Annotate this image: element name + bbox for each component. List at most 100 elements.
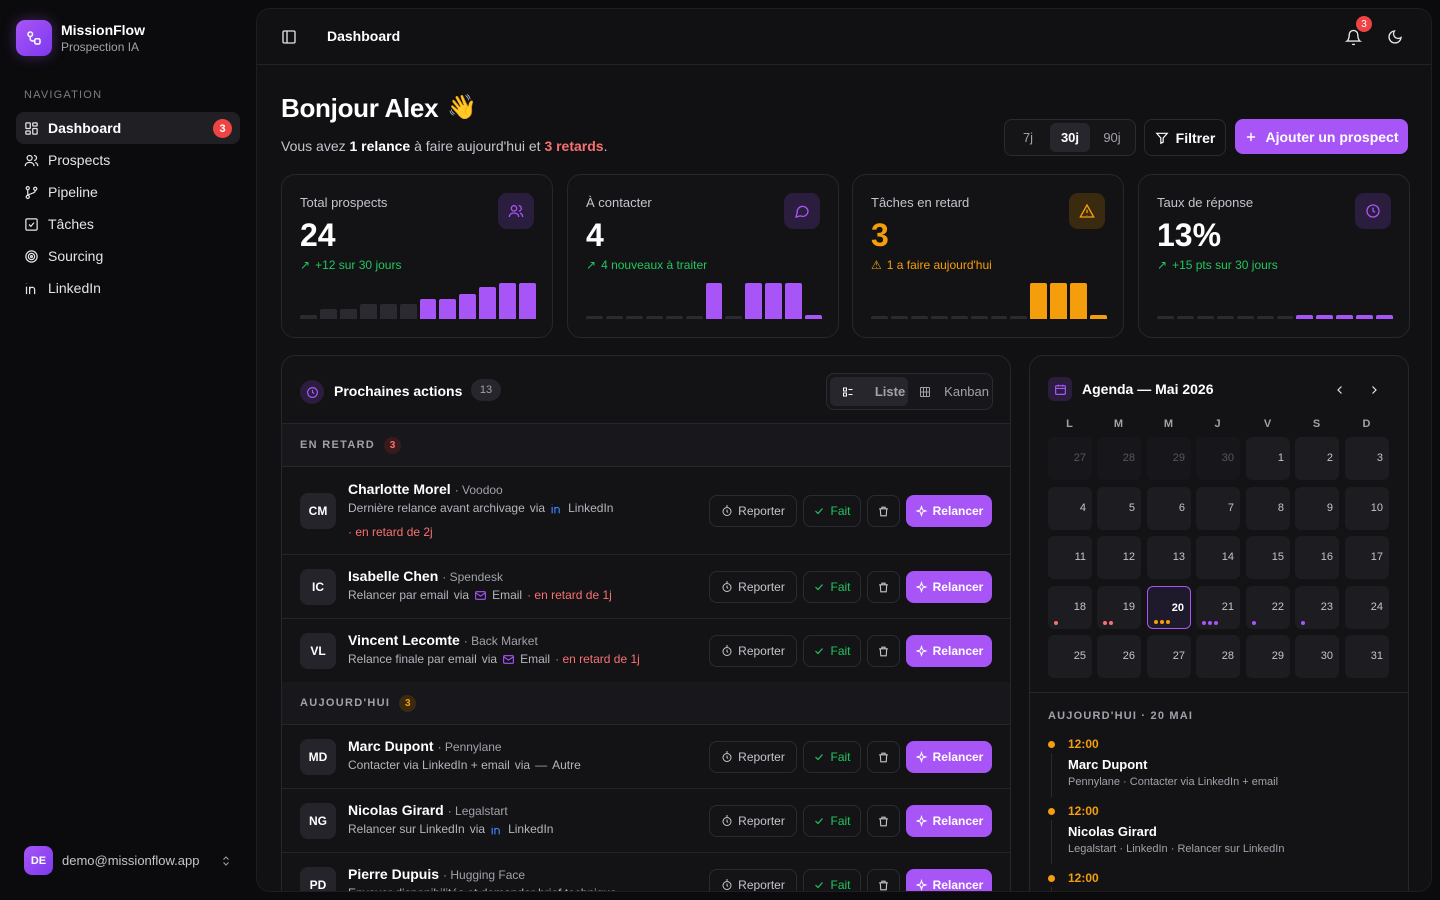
- calendar-day[interactable]: 26: [1097, 635, 1141, 678]
- trash-icon: [877, 581, 890, 594]
- sidebar-item-label: Tâches: [48, 216, 94, 232]
- calendar-day[interactable]: 16: [1295, 536, 1339, 579]
- action-row[interactable]: MD Marc Dupont · Pennylane Contacter via …: [282, 725, 1010, 789]
- calendar-day[interactable]: 7: [1196, 486, 1240, 530]
- sparkline-bar: [705, 283, 723, 319]
- prospect-name[interactable]: Isabelle Chen · Spendesk: [348, 568, 503, 584]
- calendar-day[interactable]: 6: [1147, 486, 1191, 530]
- calendar-day[interactable]: 30: [1295, 635, 1339, 678]
- range-30j[interactable]: 30j: [1050, 123, 1090, 152]
- sidebar-item-dashboard[interactable]: Dashboard 3: [16, 112, 240, 144]
- calendar-day[interactable]: 23: [1295, 585, 1339, 629]
- calendar-day[interactable]: 29: [1147, 437, 1191, 480]
- delete-button[interactable]: [867, 869, 900, 891]
- calendar-day[interactable]: 25: [1048, 635, 1092, 678]
- prospect-name[interactable]: Marc Dupont · Pennylane: [348, 738, 502, 754]
- prospect-name[interactable]: Vincent Lecomte · Back Market: [348, 632, 538, 648]
- relancer-button[interactable]: Relancer: [906, 805, 992, 837]
- filter-button[interactable]: Filtrer: [1144, 119, 1226, 156]
- add-prospect-button[interactable]: Ajouter un prospect: [1235, 119, 1408, 154]
- reporter-button[interactable]: Reporter: [709, 571, 797, 603]
- brand[interactable]: MissionFlow Prospection IA: [16, 20, 145, 56]
- sidebar-item-label: Sourcing: [48, 248, 104, 264]
- calendar-day[interactable]: 8: [1246, 486, 1290, 530]
- prospect-name[interactable]: Nicolas Girard · Legalstart: [348, 802, 508, 818]
- sidebar-item-linkedin[interactable]: LinkedIn: [16, 272, 240, 304]
- theme-toggle-button[interactable]: [1383, 25, 1407, 49]
- sidebar-item-pipeline[interactable]: Pipeline: [16, 176, 240, 208]
- action-row[interactable]: PD Pierre Dupuis· Hugging Face Envoyer d…: [282, 853, 1010, 891]
- fait-button[interactable]: Fait: [803, 571, 861, 603]
- action-row[interactable]: IC Isabelle Chen · Spendesk Relancer par …: [282, 555, 1010, 619]
- fait-button[interactable]: Fait: [803, 869, 861, 891]
- calendar-day[interactable]: 22: [1246, 585, 1290, 629]
- delete-button[interactable]: [867, 741, 900, 773]
- calendar-day[interactable]: 28: [1097, 437, 1141, 480]
- calendar-day[interactable]: 27: [1147, 635, 1191, 678]
- notifications-button[interactable]: [1341, 25, 1365, 49]
- range-7j[interactable]: 7j: [1022, 130, 1034, 145]
- action-row[interactable]: CM Charlotte Morel · Voodoo Dernière rela…: [282, 467, 1010, 555]
- reporter-button[interactable]: Reporter: [709, 869, 797, 891]
- calendar-day[interactable]: 14: [1196, 536, 1240, 579]
- reporter-button[interactable]: Reporter: [709, 495, 797, 527]
- calendar-day[interactable]: 31: [1345, 635, 1389, 678]
- calendar-day[interactable]: 5: [1097, 486, 1141, 530]
- calendar-day[interactable]: 2: [1295, 437, 1339, 480]
- range-90j[interactable]: 90j: [1103, 130, 1121, 145]
- fait-button[interactable]: Fait: [803, 495, 861, 527]
- action-row[interactable]: VL Vincent Lecomte · Back Market Relance …: [282, 619, 1010, 683]
- reporter-button[interactable]: Reporter: [709, 805, 797, 837]
- fait-button[interactable]: Fait: [803, 635, 861, 667]
- reporter-button[interactable]: Reporter: [709, 635, 797, 667]
- relancer-button[interactable]: Relancer: [906, 869, 992, 891]
- delete-button[interactable]: [867, 805, 900, 837]
- view-liste-button[interactable]: Liste: [830, 377, 908, 406]
- calendar-day[interactable]: 30: [1196, 437, 1240, 480]
- day-number: 24: [1370, 600, 1383, 613]
- fait-button[interactable]: Fait: [803, 741, 861, 773]
- section-en-retard: EN RETARD 3: [282, 424, 1010, 467]
- relancer-button[interactable]: Relancer: [906, 495, 992, 527]
- delete-button[interactable]: [867, 571, 900, 603]
- calendar-day[interactable]: 28: [1196, 635, 1240, 678]
- calendar-day[interactable]: 20: [1147, 585, 1191, 629]
- prospect-name[interactable]: Charlotte Morel · Voodoo: [348, 481, 503, 497]
- relancer-button[interactable]: Relancer: [906, 635, 992, 667]
- fait-button[interactable]: Fait: [803, 805, 861, 837]
- delete-button[interactable]: [867, 635, 900, 667]
- sidebar-item-taches[interactable]: Tâches: [16, 208, 240, 240]
- calendar-day[interactable]: 29: [1246, 635, 1290, 678]
- calendar-day[interactable]: 17: [1345, 536, 1389, 579]
- reporter-button[interactable]: Reporter: [709, 741, 797, 773]
- calendar-day[interactable]: 11: [1048, 536, 1092, 579]
- calendar-day[interactable]: 15: [1246, 536, 1290, 579]
- calendar-day[interactable]: 3: [1345, 437, 1389, 480]
- calendar-day[interactable]: 27: [1048, 437, 1092, 480]
- calendar-day[interactable]: 10: [1345, 486, 1389, 530]
- calendar-day[interactable]: 1: [1246, 437, 1290, 480]
- calendar-day[interactable]: 4: [1048, 486, 1092, 530]
- sidebar-toggle-button[interactable]: [279, 27, 299, 47]
- user-menu[interactable]: DE demo@missionflow.app: [24, 846, 232, 875]
- avatar: MD: [300, 739, 336, 775]
- action-row[interactable]: NG Nicolas Girard · Legalstart Relancer s…: [282, 789, 1010, 853]
- sidebar-item-sourcing[interactable]: Sourcing: [16, 240, 240, 272]
- delete-button[interactable]: [867, 495, 900, 527]
- calendar-day[interactable]: 9: [1295, 486, 1339, 530]
- calendar-day[interactable]: 18: [1048, 585, 1092, 629]
- next-month-button[interactable]: [1364, 380, 1384, 400]
- prev-month-button[interactable]: [1330, 380, 1350, 400]
- sidebar-item-prospects[interactable]: Prospects: [16, 144, 240, 176]
- view-kanban-button[interactable]: Kanban: [911, 377, 989, 406]
- calendar-day[interactable]: 12: [1097, 536, 1141, 579]
- relancer-button[interactable]: Relancer: [906, 741, 992, 773]
- relancer-button[interactable]: Relancer: [906, 571, 992, 603]
- calendar-day[interactable]: 21: [1196, 585, 1240, 629]
- view-toggle: Liste Kanban: [826, 373, 993, 410]
- late-label: · en retard de 1j: [555, 652, 640, 666]
- calendar-day[interactable]: 19: [1097, 585, 1141, 629]
- prospect-name[interactable]: Pierre Dupuis · Hugging Face: [348, 866, 526, 882]
- calendar-day[interactable]: 13: [1147, 536, 1191, 579]
- calendar-day[interactable]: 24: [1345, 585, 1389, 629]
